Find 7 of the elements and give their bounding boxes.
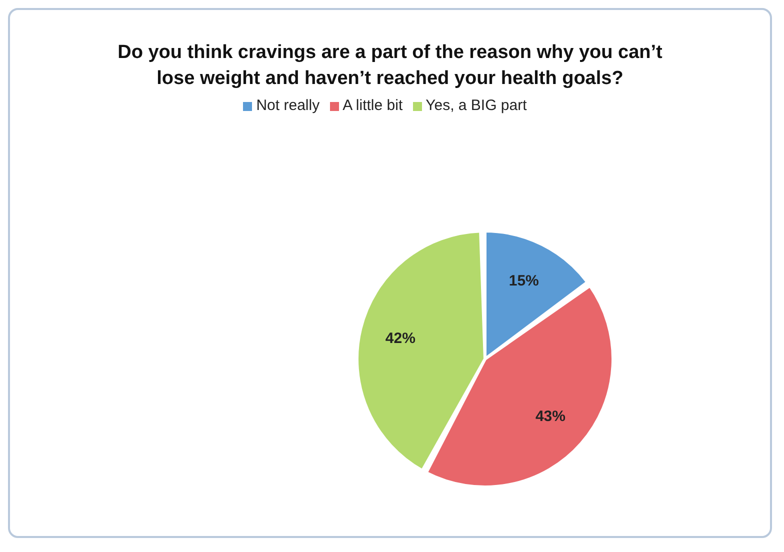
- legend-label: Not really: [256, 97, 320, 114]
- chart-title: Do you think cravings are a part of the reason why you can’t lose weight and haven’t reached your health goals?: [116, 41, 664, 91]
- legend-label: Yes, a BIG part: [426, 97, 527, 114]
- data-label: 15%: [508, 272, 539, 290]
- data-label: 42%: [385, 330, 416, 347]
- data-label: 43%: [535, 408, 566, 425]
- legend-label: A little bit: [342, 97, 403, 114]
